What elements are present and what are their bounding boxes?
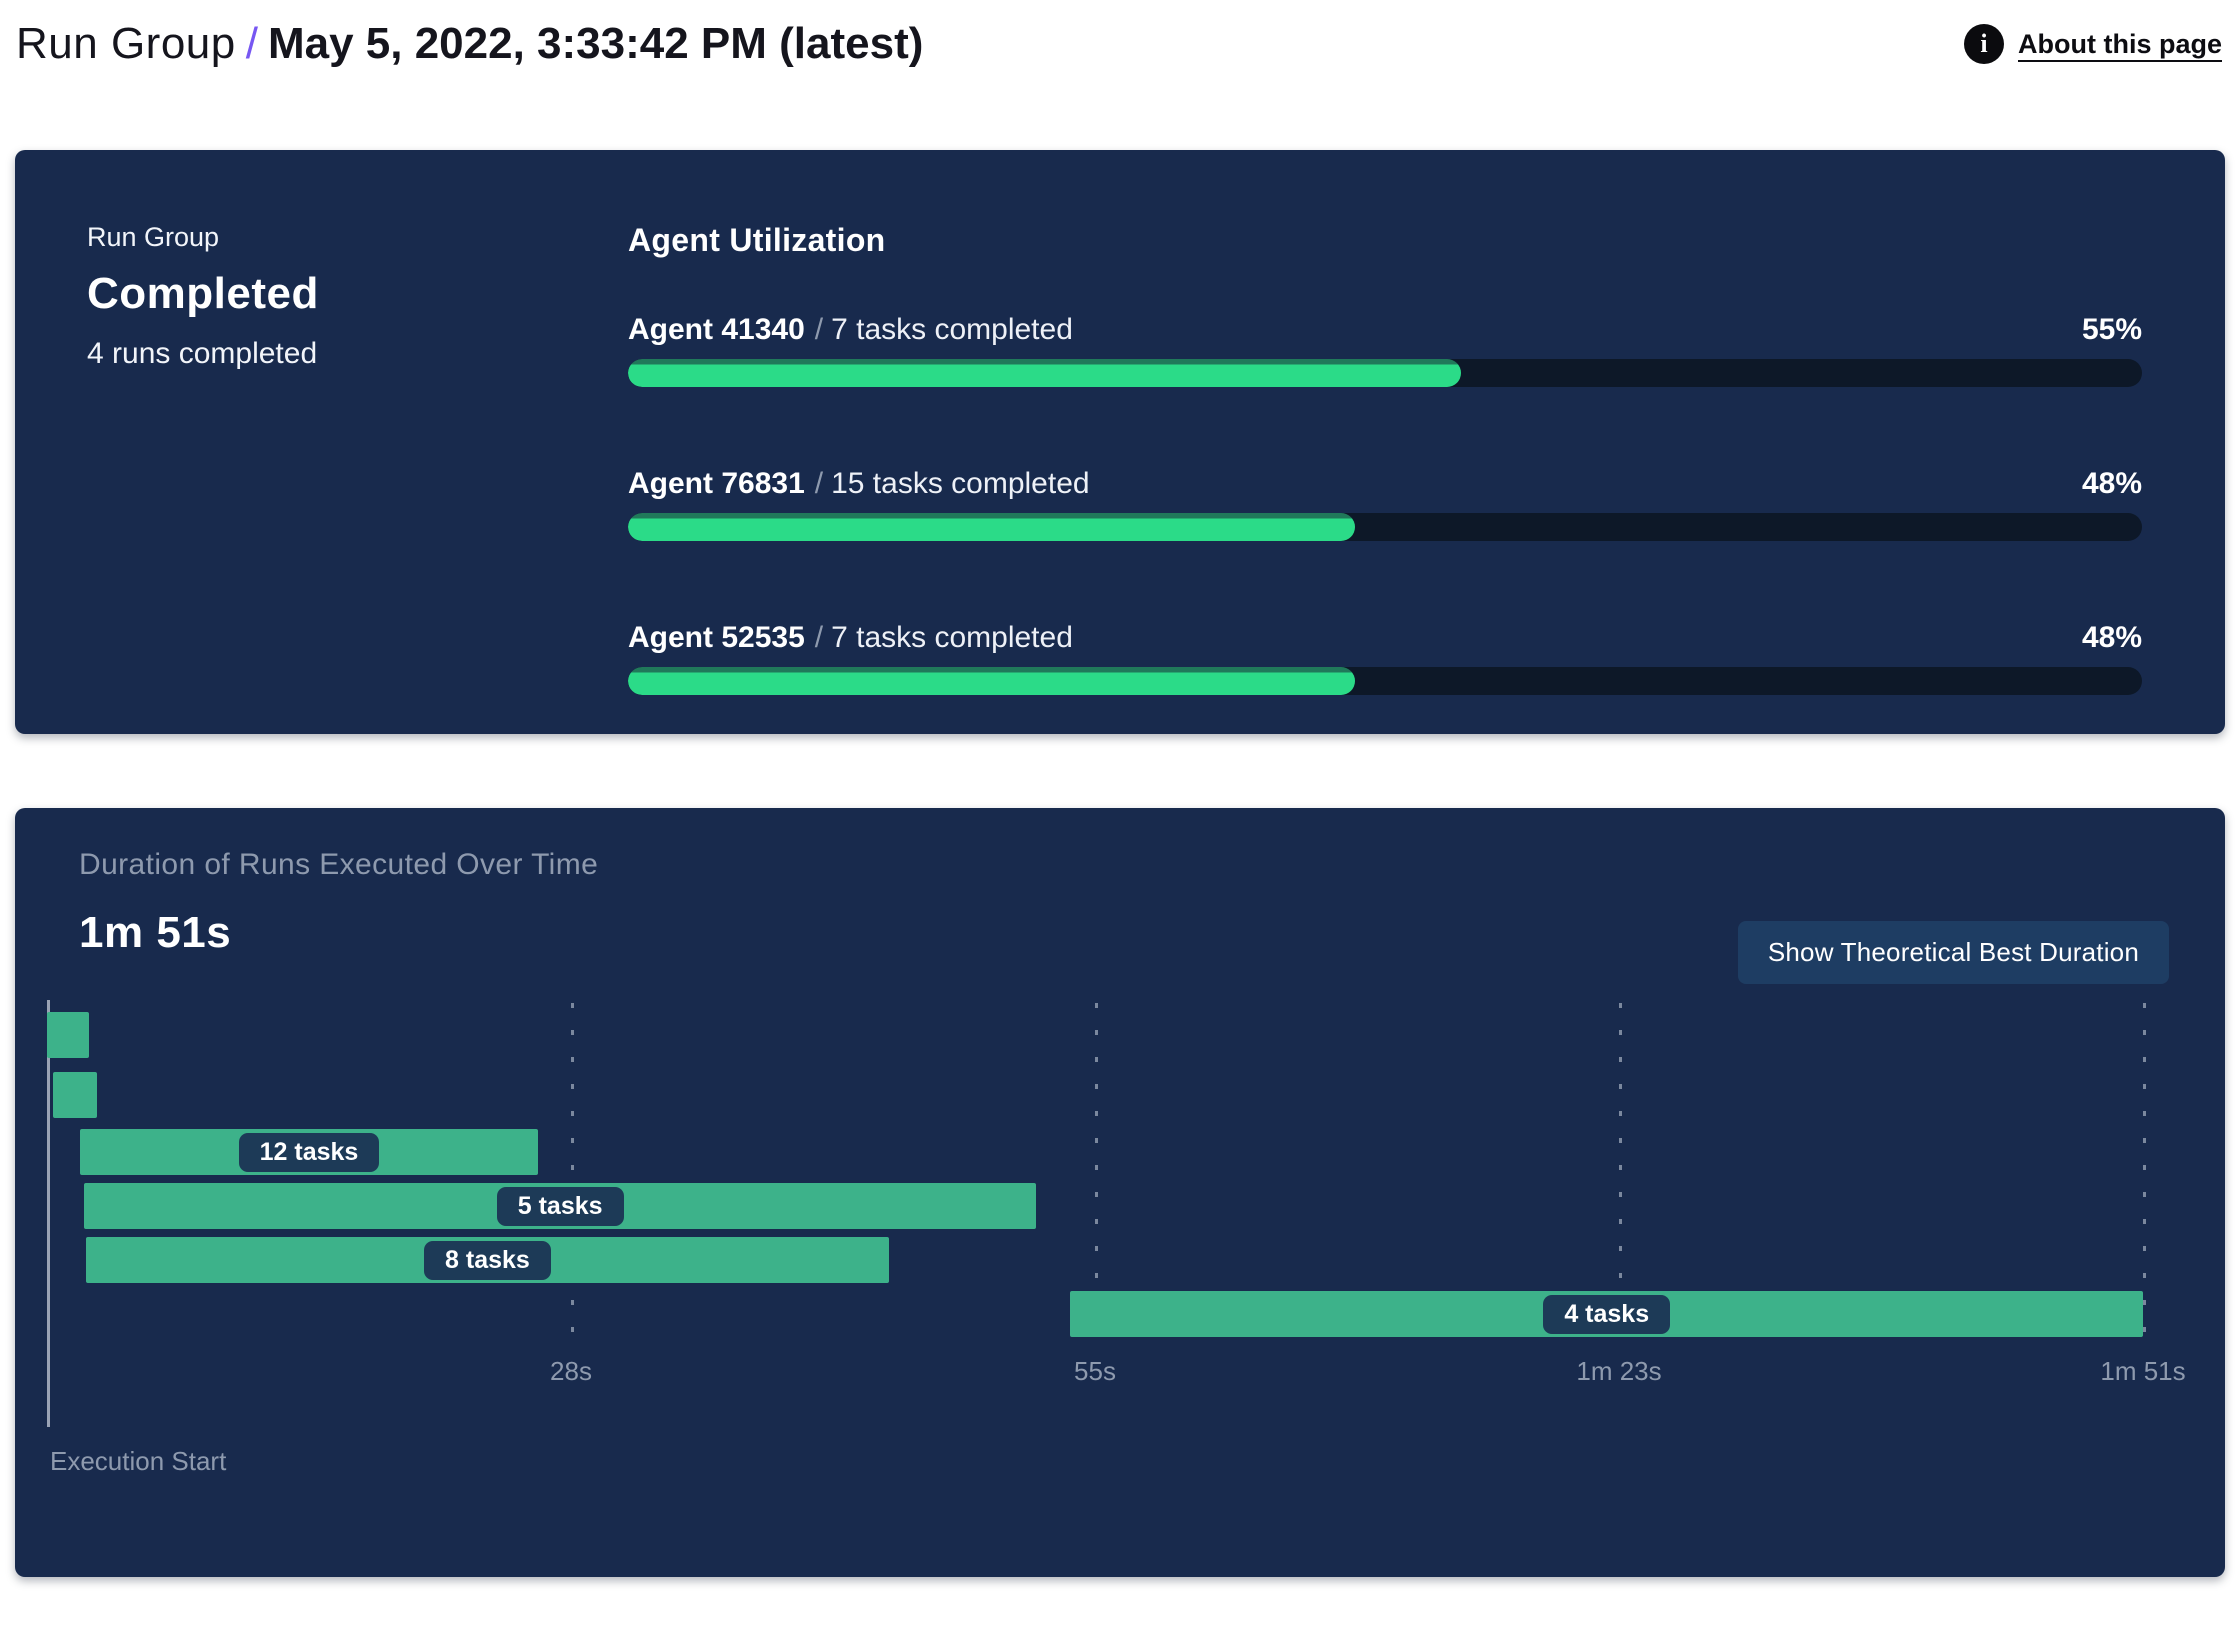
gantt-run-bar [52, 1072, 98, 1118]
agent-utilization-percent: 48% [2081, 621, 2142, 654]
gantt-bar-task-count-label: 5 tasks [496, 1186, 624, 1226]
agent-utilization-title: Agent Utilization [628, 222, 886, 258]
gantt-bar-task-count-label: 12 tasks [238, 1132, 380, 1172]
gantt-bar-task-count-label: 4 tasks [1543, 1294, 1671, 1334]
duration-chart-panel: Duration of Runs Executed Over Time 1m 5… [15, 808, 2225, 1577]
run-group-label: Run Group [87, 222, 220, 252]
about-link-label: About this page [2018, 28, 2222, 59]
gridline [1095, 1003, 1098, 1350]
axis-tick-label: 28s [550, 1356, 592, 1386]
execution-start-label: Execution Start [50, 1446, 227, 1476]
agent-progress-fill [628, 513, 1355, 541]
agent-tasks-completed: 7 tasks completed [831, 313, 1073, 346]
axis-tick-label: 1m 23s [1576, 1356, 1662, 1386]
total-duration-value: 1m 51s [79, 908, 232, 957]
gantt-bar-task-count-label: 8 tasks [424, 1240, 551, 1280]
info-icon: i [1964, 24, 2004, 64]
agent-utilization-percent: 48% [2081, 467, 2142, 500]
agent-label: Agent 41340/7 tasks completed [628, 313, 1073, 346]
runs-completed-count: 4 runs completed [87, 337, 318, 370]
breadcrumb: Run Group [16, 19, 236, 68]
agent-label: Agent 52535/7 tasks completed [628, 621, 1073, 654]
agent-name: Agent 41340 [628, 313, 805, 346]
page-title: Run Group / May 5, 2022, 3:33:42 PM (lates… [16, 14, 923, 74]
gantt-run-bar [47, 1012, 89, 1058]
agent-progress-fill [628, 359, 1461, 387]
run-timestamp-title: May 5, 2022, 3:33:42 PM (latest) [267, 19, 924, 68]
agent-progress-track [628, 667, 2142, 695]
run-group-status: Run Group Completed 4 runs completed [87, 222, 628, 734]
breadcrumb-separator: / [245, 19, 258, 68]
agent-name: Agent 52535 [628, 621, 805, 654]
agent-progress-track [628, 513, 2142, 541]
gridline [2143, 1003, 2146, 1350]
agent-tasks-completed: 15 tasks completed [831, 467, 1090, 500]
gantt-plot: 28s 55s 1m 23s 1m 51s 12 tasks 5 tasks 8 tasks… [47, 1000, 2186, 1430]
run-group-status-panel: Run Group Completed 4 runs completed Age… [15, 150, 2225, 734]
page-header: Run Group / May 5, 2022, 3:33:42 PM (lates… [16, 14, 2222, 74]
show-theoretical-best-duration-button[interactable]: Show Theoretical Best Duration [1737, 921, 2169, 984]
agent-tasks-completed: 7 tasks completed [831, 621, 1073, 654]
execution-start-axis-line [47, 1000, 50, 1427]
agent-utilization-percent: 55% [2081, 313, 2142, 346]
agent-name: Agent 76831 [628, 467, 805, 500]
gantt-run-bar: 8 tasks [85, 1237, 890, 1283]
gantt-run-bar: 5 tasks [83, 1183, 1037, 1229]
agent-row: Agent 52535/7 tasks completed 48% [628, 619, 2142, 695]
gridline [1619, 1003, 1622, 1350]
gantt-run-bar: 4 tasks [1070, 1291, 2143, 1337]
axis-tick-label: 1m 51s [2100, 1356, 2186, 1386]
gantt-run-bar: 12 tasks [80, 1129, 538, 1175]
about-this-page-link[interactable]: i About this page [1964, 24, 2222, 64]
agent-label: Agent 76831/15 tasks completed [628, 467, 1090, 500]
run-group-status-value: Completed [87, 269, 319, 318]
axis-tick-label: 55s [1074, 1356, 1116, 1386]
agent-utilization-section: Agent Utilization Agent 41340/7 tasks co… [628, 222, 2142, 734]
gridline [571, 1003, 574, 1350]
duration-chart-title: Duration of Runs Executed Over Time [79, 848, 599, 881]
agent-progress-fill [628, 667, 1355, 695]
agent-row: Agent 41340/7 tasks completed 55% [628, 311, 2142, 387]
agent-progress-track [628, 359, 2142, 387]
agent-row: Agent 76831/15 tasks completed 48% [628, 465, 2142, 541]
